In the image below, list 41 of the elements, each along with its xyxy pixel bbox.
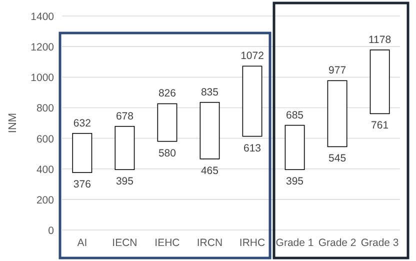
bar bbox=[200, 102, 220, 160]
bar bbox=[370, 50, 390, 114]
bar bbox=[284, 124, 305, 170]
bar bbox=[327, 80, 348, 148]
annotation: 613 bbox=[243, 142, 262, 154]
bar bbox=[242, 66, 262, 137]
x-tick-label: Grade 2 bbox=[318, 237, 356, 249]
annotation: 1178 bbox=[368, 34, 392, 46]
y-tick-label: 1400 bbox=[30, 11, 54, 23]
y-tick-label: 1000 bbox=[30, 72, 54, 84]
y-tick-label: 600 bbox=[36, 133, 54, 146]
y-tick-label: 400 bbox=[36, 164, 54, 176]
annotation: 685 bbox=[286, 109, 304, 122]
x-tick-label: Grade 1 bbox=[276, 237, 314, 249]
annotation: 632 bbox=[73, 117, 92, 130]
x-tick-label: IEHC bbox=[154, 237, 180, 249]
bar bbox=[72, 132, 92, 173]
annotation: 395 bbox=[286, 176, 304, 188]
annotation: 761 bbox=[371, 120, 389, 132]
y-tick-label: 0 bbox=[48, 225, 54, 237]
bar bbox=[157, 103, 178, 142]
annotation: 835 bbox=[200, 86, 219, 98]
annotation: 826 bbox=[158, 88, 176, 100]
y-tick-label: 800 bbox=[36, 102, 54, 115]
x-tick-label: AI bbox=[77, 237, 88, 249]
x-tick-label: IRCN bbox=[196, 237, 223, 249]
annotation: 395 bbox=[116, 176, 134, 188]
x-tick-label: IECN bbox=[112, 237, 138, 249]
annotation: 545 bbox=[328, 152, 346, 165]
annotation: 1072 bbox=[240, 50, 264, 62]
bar bbox=[114, 126, 135, 170]
annotation: 580 bbox=[158, 147, 176, 160]
annotation: 465 bbox=[200, 164, 219, 177]
y-tick-label: 200 bbox=[36, 194, 54, 206]
annotation: 977 bbox=[328, 64, 346, 77]
annotation: 376 bbox=[73, 178, 92, 191]
x-tick-label: IRHC bbox=[239, 237, 266, 249]
y-tick-label: 1200 bbox=[30, 42, 54, 54]
x-tick-label: Grade 3 bbox=[360, 237, 399, 249]
annotation: 678 bbox=[116, 110, 134, 122]
y-axis-title: INM bbox=[7, 112, 19, 134]
